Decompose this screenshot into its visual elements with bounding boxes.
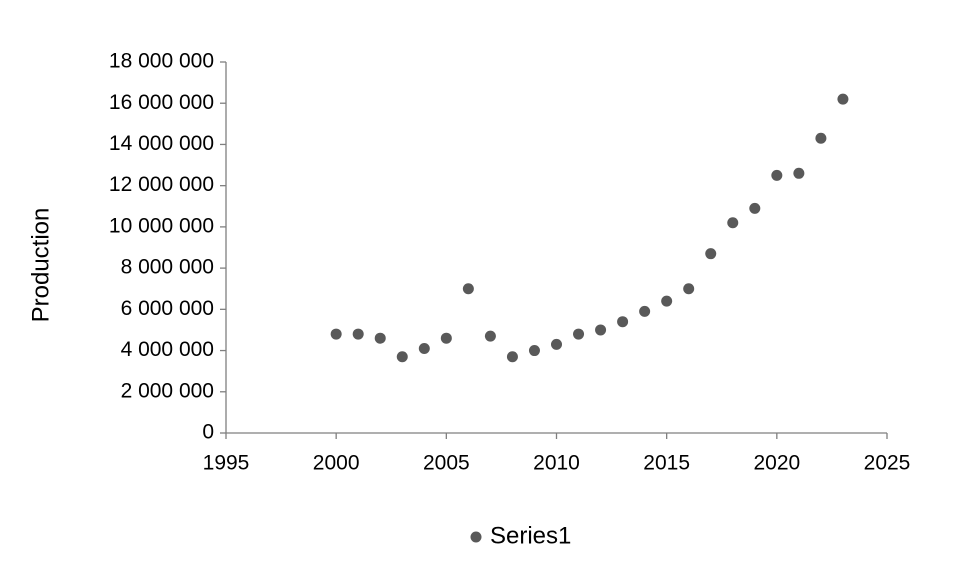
y-axis-label: Production [27, 208, 54, 323]
scatter-point [793, 167, 805, 179]
x-tick-label: 2000 [313, 452, 360, 475]
x-tick-label: 2025 [864, 452, 911, 475]
y-tick-label: 8 000 000 [121, 256, 214, 279]
scatter-point [573, 328, 585, 340]
scatter-point [815, 132, 827, 144]
x-tick-label: 1995 [203, 452, 250, 475]
scatter-point [330, 328, 342, 340]
scatter-point [771, 169, 783, 181]
x-tick-label: 2015 [643, 452, 690, 475]
legend-marker [470, 531, 482, 543]
scatter-point [749, 202, 761, 214]
scatter-point [661, 295, 673, 307]
y-tick-label: 10 000 000 [109, 214, 214, 237]
scatter-point [462, 283, 474, 295]
x-tick-label: 2005 [423, 452, 470, 475]
x-tick-label: 2010 [533, 452, 580, 475]
scatter-point [440, 332, 452, 344]
scatter-point [528, 345, 540, 357]
y-tick-label: 0 [202, 421, 214, 444]
scatter-point [727, 217, 739, 229]
scatter-point [595, 324, 607, 336]
y-tick-label: 14 000 000 [109, 132, 214, 155]
scatter-point [374, 332, 386, 344]
scatter-point [551, 338, 562, 350]
x-tick-label: 2020 [753, 452, 800, 475]
y-tick-label: 16 000 000 [109, 91, 214, 114]
scatter-point [639, 305, 651, 317]
y-tick-label: 12 000 000 [109, 173, 214, 196]
scatter-point [484, 330, 496, 342]
scatter-point [683, 283, 695, 295]
scatter-point [617, 316, 629, 328]
scatter-point [396, 351, 408, 363]
scatter-point [418, 342, 430, 354]
scatter-point [352, 328, 364, 340]
y-tick-label: 4 000 000 [121, 338, 214, 361]
legend-label: Series1 [490, 522, 571, 549]
scatter-point [705, 248, 717, 260]
scatter-point [837, 93, 849, 105]
scatter-point [506, 351, 518, 363]
y-tick-label: 6 000 000 [121, 297, 214, 320]
y-tick-label: 2 000 000 [121, 379, 214, 402]
y-tick-label: 18 000 000 [109, 50, 214, 73]
